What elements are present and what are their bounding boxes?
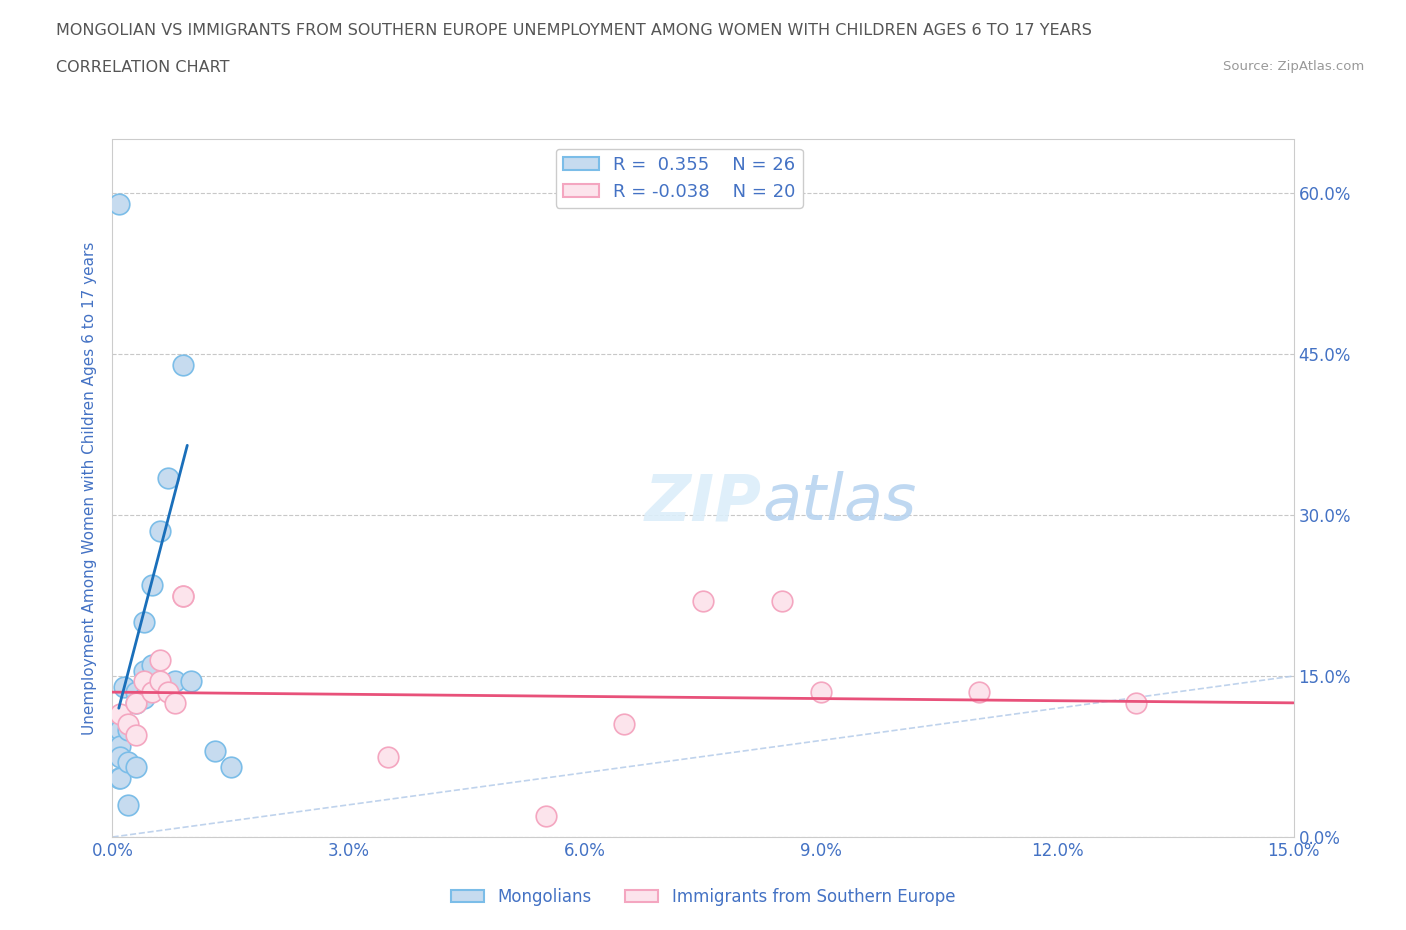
- Point: [110, 749, 132, 764]
- Text: ZIP: ZIP: [645, 472, 762, 533]
- Text: CORRELATION CHART: CORRELATION CHART: [56, 60, 229, 75]
- Point: [125, 727, 148, 742]
- Point: [534, 808, 557, 823]
- Point: [692, 593, 714, 608]
- Point: [613, 717, 636, 732]
- Point: [141, 684, 163, 699]
- Point: [219, 760, 242, 775]
- Legend: R =  0.355    N = 26, R = -0.038    N = 20: R = 0.355 N = 26, R = -0.038 N = 20: [555, 149, 803, 208]
- Point: [125, 696, 148, 711]
- Point: [165, 674, 187, 689]
- Point: [180, 674, 202, 689]
- Point: [967, 684, 990, 699]
- Point: [165, 696, 187, 711]
- Point: [810, 684, 832, 699]
- Point: [110, 706, 132, 721]
- Point: [770, 593, 793, 608]
- Point: [156, 470, 179, 485]
- Point: [125, 684, 148, 699]
- Point: [141, 578, 163, 592]
- Point: [117, 797, 139, 812]
- Point: [149, 524, 172, 538]
- Text: MONGOLIAN VS IMMIGRANTS FROM SOUTHERN EUROPE UNEMPLOYMENT AMONG WOMEN WITH CHILD: MONGOLIAN VS IMMIGRANTS FROM SOUTHERN EU…: [56, 23, 1092, 38]
- Point: [149, 653, 172, 668]
- Point: [132, 690, 155, 705]
- Point: [156, 684, 179, 699]
- Point: [117, 723, 139, 737]
- Point: [125, 696, 148, 711]
- Point: [141, 658, 163, 672]
- Point: [377, 749, 399, 764]
- Point: [107, 196, 129, 211]
- Text: Source: ZipAtlas.com: Source: ZipAtlas.com: [1223, 60, 1364, 73]
- Point: [149, 674, 172, 689]
- Point: [132, 663, 155, 678]
- Point: [110, 738, 132, 753]
- Text: atlas: atlas: [762, 472, 917, 533]
- Y-axis label: Unemployment Among Women with Children Ages 6 to 17 years: Unemployment Among Women with Children A…: [82, 242, 97, 735]
- Point: [172, 588, 194, 603]
- Point: [172, 588, 194, 603]
- Legend: Mongolians, Immigrants from Southern Europe: Mongolians, Immigrants from Southern Eur…: [444, 881, 962, 912]
- Point: [132, 615, 155, 630]
- Point: [204, 744, 226, 759]
- Point: [110, 723, 132, 737]
- Point: [125, 760, 148, 775]
- Point: [172, 357, 194, 372]
- Point: [107, 733, 129, 748]
- Point: [117, 754, 139, 769]
- Point: [110, 771, 132, 786]
- Point: [1125, 696, 1147, 711]
- Point: [107, 771, 129, 786]
- Point: [117, 717, 139, 732]
- Point: [112, 679, 135, 694]
- Point: [132, 674, 155, 689]
